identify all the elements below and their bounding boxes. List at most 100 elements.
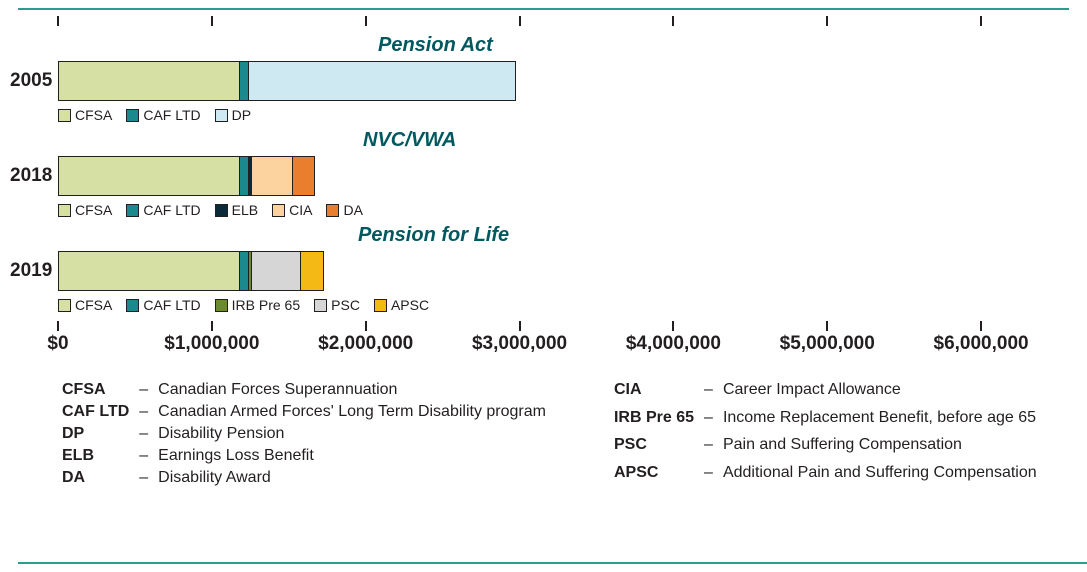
legend-item: CFSA [58, 297, 112, 313]
plot-area: Pension Act2005CFSACAF LTDDPNVC/VWA2018C… [18, 14, 1069, 359]
legend-swatch [58, 299, 71, 312]
definitions-left: CFSA–Canadian Forces SuperannuationCAF L… [58, 379, 550, 489]
x-axis-label: $4,000,000 [626, 333, 721, 355]
x-axis-label: $0 [47, 333, 68, 355]
definition-text: Disability Pension [154, 423, 550, 445]
bar-segment [58, 251, 240, 291]
legend-label: PSC [331, 297, 360, 313]
definition-abbr: CFSA [58, 379, 133, 401]
row-legend: CFSA CAF LTD ELB CIA DA [18, 202, 1069, 218]
x-axis-label: $2,000,000 [318, 333, 413, 355]
legend-swatch [215, 299, 228, 312]
definition-text: Canadian Armed Forces' Long Term Disabil… [154, 401, 550, 423]
definition-abbr: DA [58, 467, 133, 489]
legend-swatch [58, 109, 71, 122]
definition-row: ELB–Earnings Loss Benefit [58, 445, 550, 467]
definition-text: Career Impact Allowance [719, 379, 1041, 407]
chart-container: Pension Act2005CFSACAF LTDDPNVC/VWA2018C… [0, 0, 1087, 572]
legend-swatch [272, 204, 285, 217]
legend-item: CFSA [58, 202, 112, 218]
legend-item: APSC [374, 297, 429, 313]
definition-text: Disability Award [154, 467, 550, 489]
definition-row: CFSA–Canadian Forces Superannuation [58, 379, 550, 401]
definition-dash: – [698, 379, 719, 407]
bar-line: 2018 [18, 156, 1069, 196]
bar-stack [58, 61, 516, 101]
legend-label: CFSA [75, 202, 112, 218]
definitions-right: CIA–Career Impact AllowanceIRB Pre 65–In… [610, 379, 1041, 489]
x-axis-label: $5,000,000 [780, 333, 875, 355]
definition-dash: – [133, 467, 154, 489]
row-title: Pension for Life [18, 224, 1069, 247]
legend-item: DA [326, 202, 362, 218]
legend-label: DP [232, 107, 251, 123]
legend-item: CIA [272, 202, 312, 218]
definition-text: Earnings Loss Benefit [154, 445, 550, 467]
legend-item: PSC [314, 297, 360, 313]
legend-label: CAF LTD [143, 107, 200, 123]
legend-label: CAF LTD [143, 297, 200, 313]
bar-segment [252, 251, 301, 291]
axis-tick [365, 321, 367, 331]
legend-item: IRB Pre 65 [215, 297, 300, 313]
legend-swatch [314, 299, 327, 312]
bar-line: 2019 [18, 251, 1069, 291]
bar-segment [58, 61, 240, 101]
legend-swatch [326, 204, 339, 217]
definition-dash: – [133, 423, 154, 445]
year-label: 2018 [10, 165, 52, 187]
legend-swatch [126, 204, 139, 217]
definition-abbr: CAF LTD [58, 401, 133, 423]
definition-text: Income Replacement Benefit, before age 6… [719, 407, 1041, 435]
definition-text: Additional Pain and Suffering Compensati… [719, 462, 1041, 490]
axis-tick [57, 321, 59, 331]
definition-dash: – [133, 379, 154, 401]
x-axis-label: $3,000,000 [472, 333, 567, 355]
definition-dash: – [133, 401, 154, 423]
bar-rows: Pension Act2005CFSACAF LTDDPNVC/VWA2018C… [18, 34, 1069, 313]
definition-row: CIA–Career Impact Allowance [610, 379, 1041, 407]
definition-row: CAF LTD–Canadian Armed Forces' Long Term… [58, 401, 550, 423]
legend-item: CAF LTD [126, 297, 200, 313]
legend-item: DP [215, 107, 251, 123]
definition-dash: – [698, 407, 719, 435]
bar-stack [58, 156, 315, 196]
chart-row: NVC/VWA2018CFSACAF LTDELBCIADA [18, 129, 1069, 218]
legend-swatch [126, 109, 139, 122]
axis-tick [672, 321, 674, 331]
axis-tick [519, 16, 521, 26]
legend-swatch [126, 299, 139, 312]
legend-label: CFSA [75, 107, 112, 123]
definition-abbr: APSC [610, 462, 698, 490]
definition-dash: – [698, 462, 719, 490]
definition-abbr: CIA [610, 379, 698, 407]
year-label: 2005 [10, 70, 52, 92]
bar-segment [301, 251, 324, 291]
row-title: Pension Act [18, 34, 1069, 57]
legend-label: IRB Pre 65 [232, 297, 300, 313]
axis-tick [980, 16, 982, 26]
definition-dash: – [698, 434, 719, 462]
x-axis-labels: $0$1,000,000$2,000,000$3,000,000$4,000,0… [18, 333, 1069, 359]
definition-row: IRB Pre 65–Income Replacement Benefit, b… [610, 407, 1041, 435]
legend-swatch [215, 109, 228, 122]
bar-line: 2005 [18, 61, 1069, 101]
legend-label: CAF LTD [143, 202, 200, 218]
bar-segment [240, 61, 249, 101]
axis-tick [57, 16, 59, 26]
definition-abbr: IRB Pre 65 [610, 407, 698, 435]
definition-dash: – [133, 445, 154, 467]
definition-row: APSC–Additional Pain and Suffering Compe… [610, 462, 1041, 490]
definition-row: PSC–Pain and Suffering Compensation [610, 434, 1041, 462]
chart-row: Pension Act 2005 CFSA CAF LTD DP [18, 34, 1069, 123]
top-rule [18, 8, 1069, 10]
bottom-rule [18, 562, 1087, 564]
definition-row: DA–Disability Award [58, 467, 550, 489]
bar-stack [58, 251, 324, 291]
bar-segment [240, 156, 249, 196]
legend-label: ELB [232, 202, 258, 218]
definition-text: Pain and Suffering Compensation [719, 434, 1041, 462]
bar-segment [58, 156, 240, 196]
definition-abbr: DP [58, 423, 133, 445]
axis-tick [826, 321, 828, 331]
